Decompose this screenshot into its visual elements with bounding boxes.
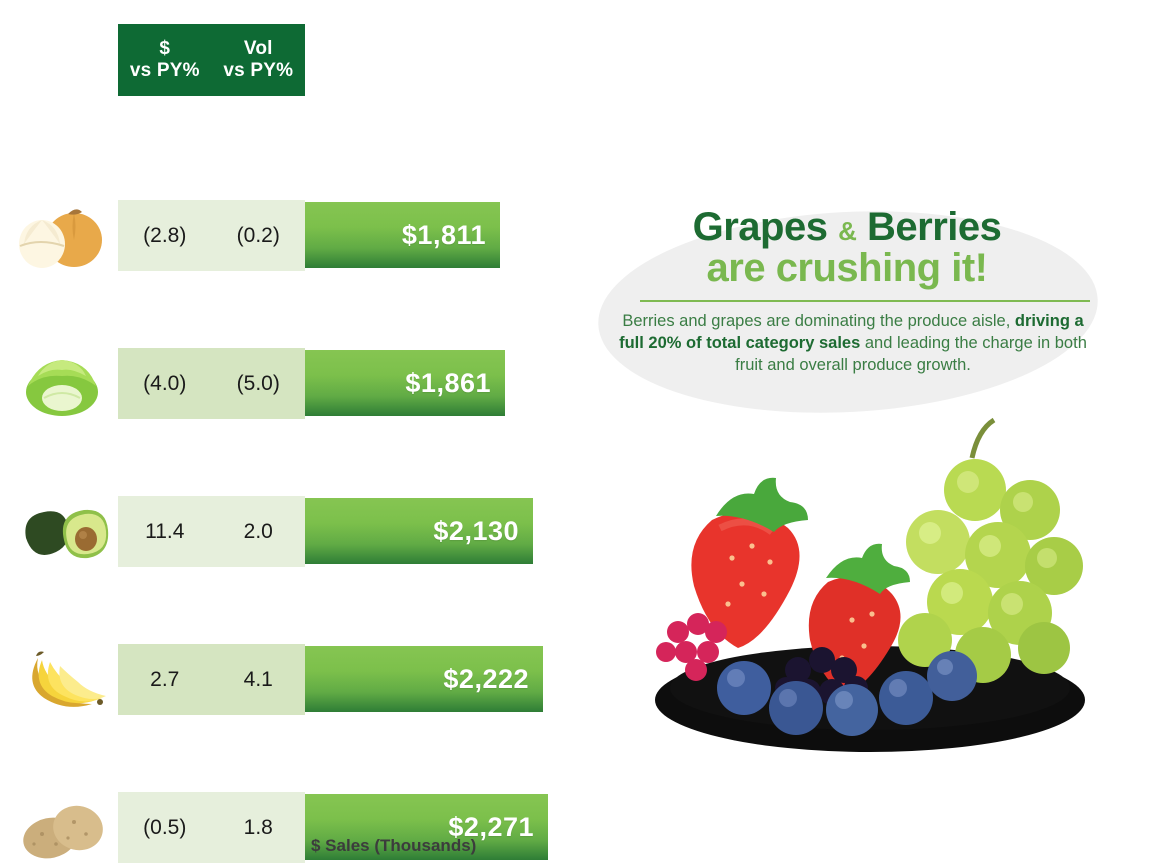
headline-word-berries: Berries bbox=[867, 205, 1002, 249]
x-axis-caption: $ Sales (Thousands) bbox=[311, 836, 477, 855]
row-values-lettuce: (4.0) (5.0) bbox=[118, 348, 305, 419]
callout-body-part2: and leading the charge in both fruit and… bbox=[735, 334, 1087, 374]
cell-vol-vs-py: 1.8 bbox=[243, 815, 273, 839]
bar-potatoes: $2,271 bbox=[305, 794, 548, 860]
callout-body-text: Berries and grapes are dominating the pr… bbox=[612, 310, 1094, 376]
column-header-vol-line1: Vol bbox=[243, 38, 273, 59]
bar-value-label: $1,811 bbox=[401, 219, 486, 250]
column-header-dollar-line2: vs PY% bbox=[129, 60, 200, 81]
onion-icon bbox=[8, 200, 116, 274]
cell-dollar-vs-py: (4.0) bbox=[143, 371, 187, 395]
cell-dollar-vs-py: 11.4 bbox=[145, 519, 185, 543]
column-header-vol-line2: vs PY% bbox=[223, 60, 294, 81]
grapes-and-berries-photo bbox=[655, 417, 1085, 752]
bar-value-label: $1,861 bbox=[405, 367, 491, 398]
headline-ampersand: & bbox=[838, 216, 857, 246]
bar-bananas: $2,222 bbox=[305, 646, 543, 712]
column-header-dollar-line1: $ bbox=[159, 38, 171, 59]
cell-dollar-vs-py: 2.7 bbox=[150, 667, 180, 691]
cell-vol-vs-py: 2.0 bbox=[243, 519, 273, 543]
bar-lettuce: $1,861 bbox=[305, 350, 505, 416]
bar-onions: $1,811 bbox=[305, 202, 500, 268]
column-header-dollar-vs-py: $ vs PY% bbox=[118, 24, 212, 96]
banana-icon bbox=[8, 644, 116, 718]
avocado-icon bbox=[8, 496, 116, 570]
bar-value-label: $2,130 bbox=[433, 515, 519, 546]
row-values-potatoes: (0.5) 1.8 bbox=[118, 792, 305, 863]
cell-vol-vs-py: (5.0) bbox=[236, 371, 280, 395]
headline-word-grapes: Grapes bbox=[692, 205, 828, 249]
callout-body-bold: driving a full 20% of total category sal… bbox=[619, 312, 1084, 352]
lettuce-icon bbox=[8, 348, 116, 422]
column-header-vol-vs-py: Vol vs PY% bbox=[212, 24, 306, 96]
row-values-avocados: 11.4 2.0 bbox=[118, 496, 305, 567]
bar-value-label: $2,222 bbox=[443, 663, 529, 694]
cell-vol-vs-py: (0.2) bbox=[236, 223, 280, 247]
headline-line-2: are crushing it! bbox=[706, 246, 988, 291]
cell-vol-vs-py: 4.1 bbox=[243, 667, 273, 691]
cell-dollar-vs-py: (2.8) bbox=[143, 223, 187, 247]
callout-headline: Grapes & Berries are crushing it! bbox=[592, 205, 1102, 291]
table-header: $ vs PY% Vol vs PY% bbox=[118, 24, 305, 96]
bar-avocados: $2,130 bbox=[305, 498, 533, 564]
cell-dollar-vs-py: (0.5) bbox=[143, 815, 187, 839]
row-values-bananas: 2.7 4.1 bbox=[118, 644, 305, 715]
callout-divider bbox=[640, 300, 1090, 302]
callout-body-part1: Berries and grapes are dominating the pr… bbox=[622, 312, 1011, 330]
row-values-onions: (2.8) (0.2) bbox=[118, 200, 305, 271]
potato-icon bbox=[8, 792, 116, 863]
bar-value-label: $2,271 bbox=[448, 811, 534, 842]
